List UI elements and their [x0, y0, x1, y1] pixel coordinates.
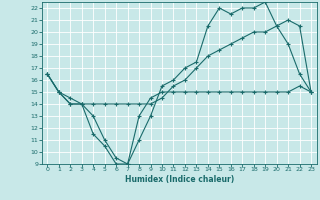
X-axis label: Humidex (Indice chaleur): Humidex (Indice chaleur) [124, 175, 234, 184]
